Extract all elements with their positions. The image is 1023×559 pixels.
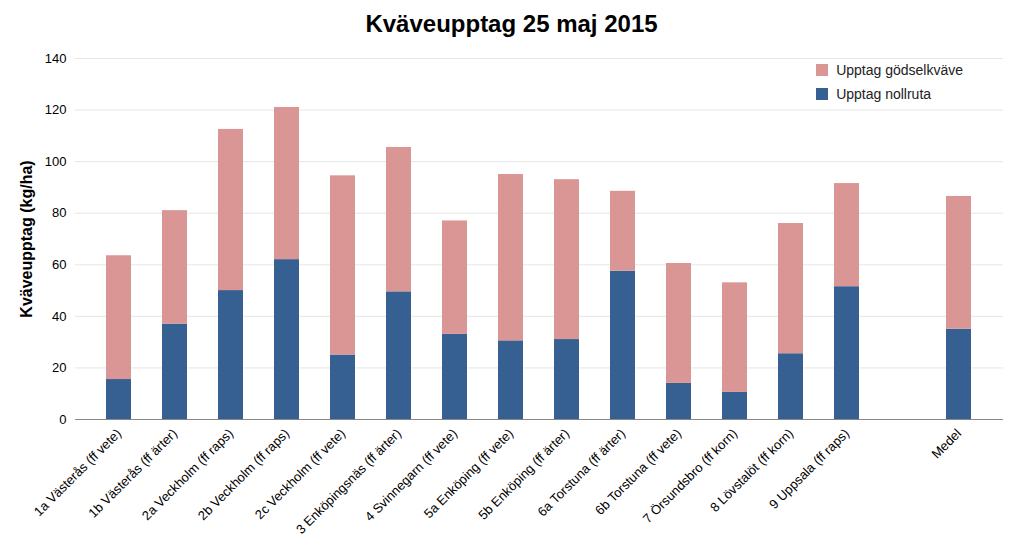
html-text:Upptag gödselkväve: Upptag gödselkväve: [836, 62, 963, 78]
svg-text:Medel: Medel: [928, 426, 964, 462]
html-text:Kväveupptag 25 maj 2015: Kväveupptag 25 maj 2015: [365, 10, 658, 37]
svg-text:6a Torstuna (ff ärter): 6a Torstuna (ff ärter): [534, 425, 629, 520]
svg-text:4 Svinnegarn (ff vete): 4 Svinnegarn (ff vete): [362, 426, 460, 524]
svg-text:7 Örsundsbro (ff korn): 7 Örsundsbro (ff korn): [640, 426, 740, 526]
svg-text:40: 40: [52, 309, 66, 324]
svg-text:6b Torstuna (ff vete): 6b Torstuna (ff vete): [592, 425, 685, 518]
svg-text:0: 0: [59, 412, 66, 427]
svg-text:120: 120: [45, 102, 67, 117]
svg-text:5b Enköping (ff ärter): 5b Enköping (ff ärter): [475, 426, 572, 523]
svg-text:5a Enköping (ff vete): 5a Enköping (ff vete): [421, 426, 516, 521]
svg-text:100: 100: [45, 154, 67, 169]
svg-text:2c Veckholm (ff vete): 2c Veckholm (ff vete): [252, 426, 348, 522]
svg-text:3 Enköpingsnäs (ff ärter): 3 Enköpingsnäs (ff ärter): [293, 426, 404, 537]
svg-text:2a Veckholm (ff raps): 2a Veckholm (ff raps): [139, 426, 236, 523]
svg-text:140: 140: [45, 51, 67, 66]
svg-text:20: 20: [52, 360, 66, 375]
svg-text:80: 80: [52, 205, 66, 220]
svg-text:1a Västerås (ff vete): 1a Västerås (ff vete): [30, 425, 125, 519]
svg-text:Kväveupptag (kg/ha): Kväveupptag (kg/ha): [18, 160, 35, 317]
html-text:Upptag nollruta: Upptag nollruta: [836, 86, 932, 102]
svg-text:60: 60: [52, 257, 66, 272]
svg-text:9 Uppsala (ff raps): 9 Uppsala (ff raps): [766, 426, 852, 512]
svg-text:1b Västerås (ff ärter): 1b Västerås (ff ärter): [85, 425, 181, 521]
svg-text:2b Veckholm (ff raps): 2b Veckholm (ff raps): [195, 426, 292, 523]
svg-text:8 Lövstalöt (ff korn): 8 Lövstalöt (ff korn): [706, 425, 797, 515]
